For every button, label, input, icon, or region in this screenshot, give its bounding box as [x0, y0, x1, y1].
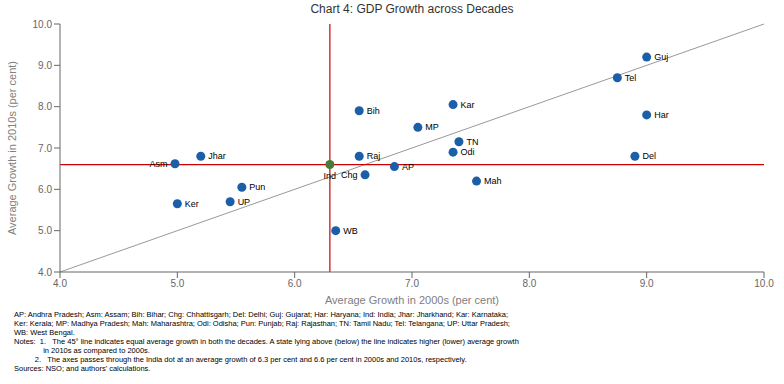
svg-text:Har: Har: [654, 110, 669, 120]
svg-text:8.0: 8.0: [38, 101, 52, 112]
svg-text:9.0: 9.0: [38, 60, 52, 71]
html-text:Chart 4: GDP Growth across Dec: Chart 4: GDP Growth across Decades: [310, 2, 514, 16]
svg-text:7.0: 7.0: [38, 143, 52, 154]
svg-text:TN: TN: [466, 137, 478, 147]
svg-text:Chg: Chg: [341, 170, 358, 180]
svg-text:10.0: 10.0: [754, 278, 774, 289]
svg-text:Odi: Odi: [461, 147, 475, 157]
svg-text:8.0: 8.0: [522, 278, 536, 289]
svg-text:4.0: 4.0: [53, 278, 67, 289]
svg-text:Raj: Raj: [367, 151, 381, 161]
html-text:Ker: Kerala; MP: Madhya Prades: Ker: Kerala; MP: Madhya Pradesh; Mah: Ma…: [14, 319, 510, 328]
svg-text:10.0: 10.0: [33, 19, 53, 30]
svg-text:MP: MP: [425, 122, 439, 132]
svg-text:Mah: Mah: [484, 176, 502, 186]
svg-text:Guj: Guj: [654, 52, 668, 62]
html-text:AP: Andhra Pradesh; Asm: Assam: AP: Andhra Pradesh; Asm: Assam; Bih: Bih…: [14, 310, 508, 319]
svg-text:Ker: Ker: [185, 199, 199, 209]
svg-text:Kar: Kar: [461, 100, 475, 110]
svg-text:WB: WB: [343, 226, 358, 236]
svg-text:Average Growth in 2000s (per c: Average Growth in 2000s (per cent): [325, 294, 499, 306]
svg-text:Tel: Tel: [625, 73, 637, 83]
html-text:Notes: 1. The 45° line indicat: Notes: 1. The 45° line indicates equal a…: [14, 337, 519, 346]
svg-text:Pun: Pun: [249, 182, 265, 192]
svg-text:AP: AP: [402, 162, 414, 172]
svg-text:6.0: 6.0: [288, 278, 302, 289]
svg-text:5.0: 5.0: [170, 278, 184, 289]
svg-text:Del: Del: [642, 151, 656, 161]
svg-text:6.0: 6.0: [38, 184, 52, 195]
svg-text:7.0: 7.0: [405, 278, 419, 289]
svg-text:Average Growth in 2010s (per c: Average Growth in 2010s (per cent): [8, 61, 18, 235]
html-text:in 2010s as compared to 2000s.: in 2010s as compared to 2000s.: [14, 346, 150, 355]
svg-text:9.0: 9.0: [640, 278, 654, 289]
html-text:Sources: NSO; and authors’ cal: Sources: NSO; and authors’ calculations.: [14, 364, 151, 373]
svg-text:4.0: 4.0: [38, 267, 52, 278]
html-text:2. The axes passes through the: 2. The axes passes through the India dot…: [14, 355, 467, 364]
html-text:WB: West Bengal.: WB: West Bengal.: [14, 328, 75, 337]
svg-text:5.0: 5.0: [38, 225, 52, 236]
svg-text:Ind: Ind: [324, 171, 337, 181]
svg-text:Bih: Bih: [367, 106, 380, 116]
svg-text:UP: UP: [238, 197, 251, 207]
svg-text:Asm: Asm: [149, 159, 167, 169]
svg-text:Jhar: Jhar: [208, 151, 226, 161]
